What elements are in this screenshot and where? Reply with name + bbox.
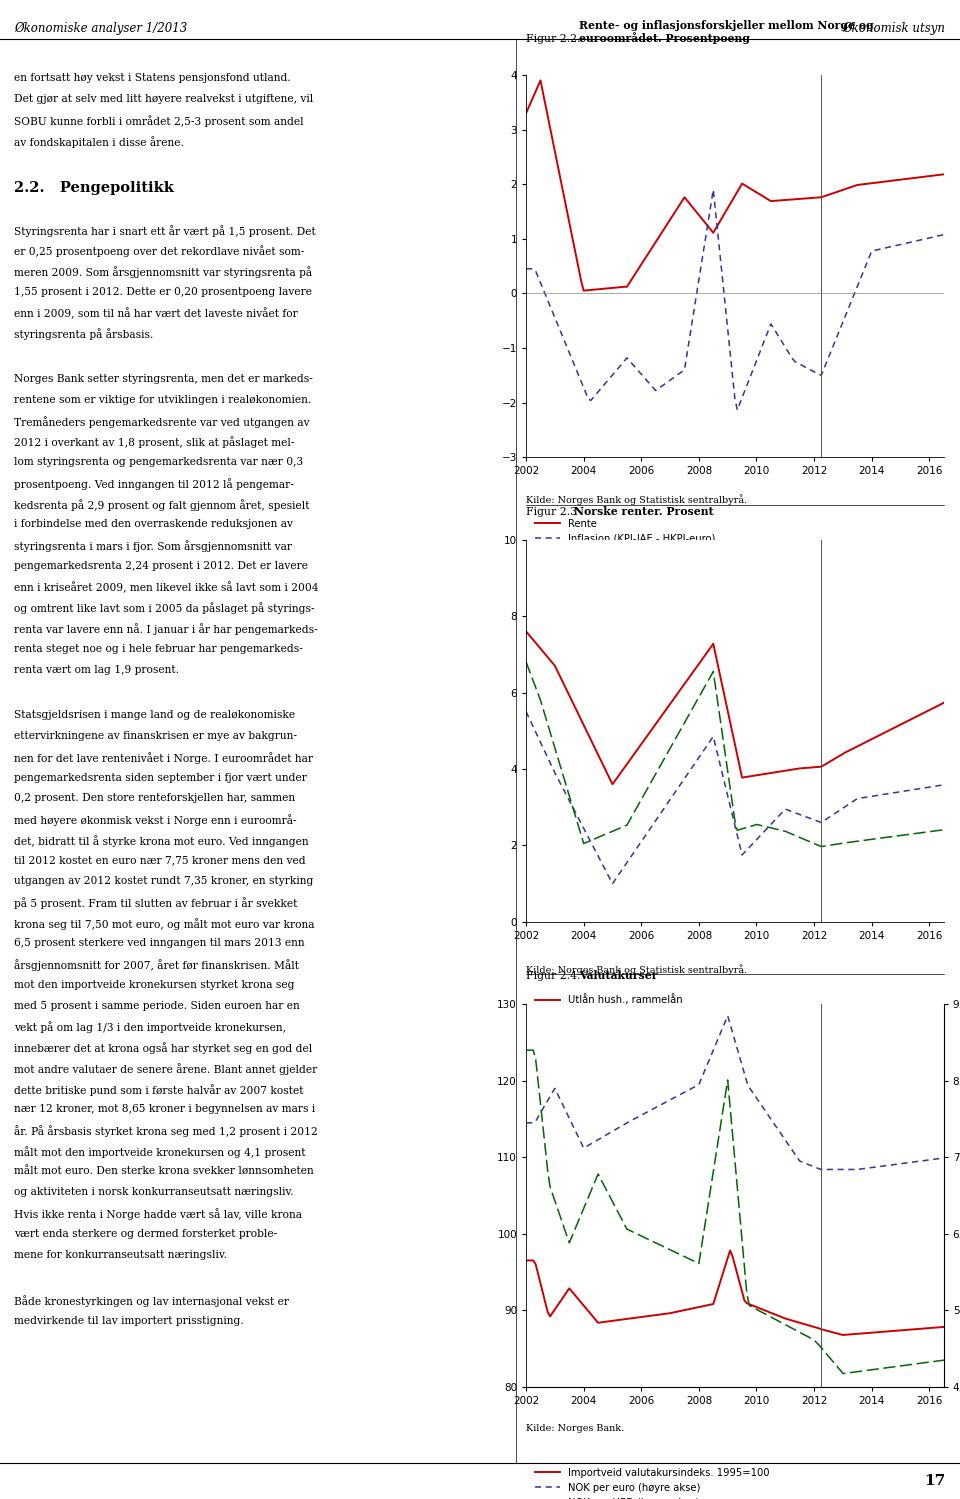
Text: en fortsatt høy vekst i Statens pensjonsfond utland.: en fortsatt høy vekst i Statens pensjons… bbox=[14, 73, 291, 84]
Text: meren 2009. Som årsgjennomsnitt var styringsrenta på: meren 2009. Som årsgjennomsnitt var styr… bbox=[14, 267, 313, 279]
Text: Figur 2.4.: Figur 2.4. bbox=[526, 971, 584, 982]
Text: medvirkende til lav importert prisstigning.: medvirkende til lav importert prisstigni… bbox=[14, 1316, 244, 1327]
Legend: Importveid valutakursindeks. 1995=100, NOK per euro (høyre akse), NOK per USD (h: Importveid valutakursindeks. 1995=100, N… bbox=[531, 1463, 774, 1499]
Text: mot andre valutaer de senere årene. Blant annet gjelder: mot andre valutaer de senere årene. Blan… bbox=[14, 1063, 318, 1075]
Text: 6,5 prosent sterkere ved inngangen til mars 2013 enn: 6,5 prosent sterkere ved inngangen til m… bbox=[14, 938, 305, 949]
Text: årsgjennomsnitt for 2007, året før finanskrisen. Målt: årsgjennomsnitt for 2007, året før finan… bbox=[14, 959, 300, 971]
Text: renta steget noe og i hele februar har pengemarkeds-: renta steget noe og i hele februar har p… bbox=[14, 645, 303, 654]
Text: kedsrenta på 2,9 prosent og falt gjennom året, spesielt: kedsrenta på 2,9 prosent og falt gjennom… bbox=[14, 499, 310, 511]
Text: målt mot den importveide kronekursen og 4,1 prosent: målt mot den importveide kronekursen og … bbox=[14, 1145, 306, 1157]
Text: Økonomiske analyser 1/2013: Økonomiske analyser 1/2013 bbox=[14, 22, 187, 34]
Text: i forbindelse med den overraskende reduksjonen av: i forbindelse med den overraskende reduk… bbox=[14, 520, 294, 529]
Text: Figur 2.2.: Figur 2.2. bbox=[526, 34, 584, 45]
Text: lom styringsrenta og pengemarkedsrenta var nær 0,3: lom styringsrenta og pengemarkedsrenta v… bbox=[14, 457, 303, 468]
Text: Statsgjeldsrisen i mange land og de realøkonomiske: Statsgjeldsrisen i mange land og de real… bbox=[14, 711, 296, 721]
Text: og aktiviteten i norsk konkurranseutsatt næringsliv.: og aktiviteten i norsk konkurranseutsatt… bbox=[14, 1187, 294, 1198]
Text: Rente- og inflasjonsforskjeller mellom Norge og
euroområdet. Prosentpoeng: Rente- og inflasjonsforskjeller mellom N… bbox=[579, 19, 874, 45]
Text: med 5 prosent i samme periode. Siden euroen har en: med 5 prosent i samme periode. Siden eur… bbox=[14, 1001, 300, 1010]
Text: Valutakurser: Valutakurser bbox=[579, 970, 658, 982]
Text: til 2012 kostet en euro nær 7,75 kroner mens den ved: til 2012 kostet en euro nær 7,75 kroner … bbox=[14, 856, 306, 865]
Text: prosentpoeng. Ved inngangen til 2012 lå pengemar-: prosentpoeng. Ved inngangen til 2012 lå … bbox=[14, 478, 295, 490]
Text: med høyere økonmisk vekst i Norge enn i euroområ-: med høyere økonmisk vekst i Norge enn i … bbox=[14, 814, 297, 826]
Text: nen for det lave rentenivået i Norge. I euroområdet har: nen for det lave rentenivået i Norge. I … bbox=[14, 752, 313, 763]
Text: vært enda sterkere og dermed forsterket proble-: vært enda sterkere og dermed forsterket … bbox=[14, 1229, 277, 1238]
Text: 2.2.   Pengepolitikk: 2.2. Pengepolitikk bbox=[14, 181, 175, 195]
Text: Kilde: Norges Bank og Statistisk sentralbyrå.: Kilde: Norges Bank og Statistisk sentral… bbox=[526, 495, 747, 505]
Text: renta var lavere enn nå. I januar i år har pengemarkeds-: renta var lavere enn nå. I januar i år h… bbox=[14, 624, 318, 636]
Text: av fondskapitalen i disse årene.: av fondskapitalen i disse årene. bbox=[14, 136, 184, 147]
Text: rentene som er viktige for utviklingen i realøkonomien.: rentene som er viktige for utviklingen i… bbox=[14, 396, 312, 405]
Text: er 0,25 prosentpoeng over det rekordlave nivået som-: er 0,25 prosentpoeng over det rekordlave… bbox=[14, 246, 304, 258]
Text: Hvis ikke renta i Norge hadde vært så lav, ville krona: Hvis ikke renta i Norge hadde vært så la… bbox=[14, 1208, 302, 1220]
Text: Tremåneders pengemarkedsrente var ved utgangen av: Tremåneders pengemarkedsrente var ved ut… bbox=[14, 415, 310, 427]
Text: Kilde: Norges Bank.: Kilde: Norges Bank. bbox=[526, 1424, 624, 1433]
Text: det, bidratt til å styrke krona mot euro. Ved inngangen: det, bidratt til å styrke krona mot euro… bbox=[14, 835, 309, 847]
Text: nær 12 kroner, mot 8,65 kroner i begynnelsen av mars i: nær 12 kroner, mot 8,65 kroner i begynne… bbox=[14, 1105, 316, 1114]
Text: 2012 i overkant av 1,8 prosent, slik at påslaget mel-: 2012 i overkant av 1,8 prosent, slik at … bbox=[14, 436, 295, 448]
Text: pengemarkedsrenta 2,24 prosent i 2012. Det er lavere: pengemarkedsrenta 2,24 prosent i 2012. D… bbox=[14, 561, 308, 571]
Text: Norske renter. Prosent: Norske renter. Prosent bbox=[574, 505, 713, 517]
Text: mene for konkurranseutsatt næringsliv.: mene for konkurranseutsatt næringsliv. bbox=[14, 1250, 228, 1259]
Text: styringsrenta i mars i fjor. Som årsgjennomsnitt var: styringsrenta i mars i fjor. Som årsgjen… bbox=[14, 540, 293, 552]
Text: Norges Bank setter styringsrenta, men det er markeds-: Norges Bank setter styringsrenta, men de… bbox=[14, 375, 313, 384]
Text: Kilde: Norges Bank og Statistisk sentralbyrå.: Kilde: Norges Bank og Statistisk sentral… bbox=[526, 964, 747, 974]
Text: dette britiske pund som i første halvår av 2007 kostet: dette britiske pund som i første halvår … bbox=[14, 1084, 304, 1096]
Legend: Rente, Inflasjon (KPI-JAE - HKPI-euro): Rente, Inflasjon (KPI-JAE - HKPI-euro) bbox=[531, 514, 719, 547]
Legend: Utlån hush., rammelån, Innskudd hush., banker, Pengemarked: Utlån hush., rammelån, Innskudd hush., b… bbox=[531, 991, 689, 1039]
Text: enn i 2009, som til nå har vært det laveste nivået for: enn i 2009, som til nå har vært det lave… bbox=[14, 307, 299, 319]
Text: på 5 prosent. Fram til slutten av februar i år svekket: på 5 prosent. Fram til slutten av februa… bbox=[14, 896, 298, 908]
Text: enn i kriseåret 2009, men likevel ikke så lavt som i 2004: enn i kriseåret 2009, men likevel ikke s… bbox=[14, 582, 319, 594]
Text: år. På årsbasis styrket krona seg med 1,2 prosent i 2012: år. På årsbasis styrket krona seg med 1,… bbox=[14, 1126, 318, 1138]
Text: Økonomisk utsyn: Økonomisk utsyn bbox=[843, 22, 946, 34]
Text: og omtrent like lavt som i 2005 da påslaget på styrings-: og omtrent like lavt som i 2005 da påsla… bbox=[14, 603, 315, 615]
Text: SOBU kunne forbli i området 2,5-3 prosent som andel: SOBU kunne forbli i området 2,5-3 prosen… bbox=[14, 115, 304, 127]
Text: Figur 2.3: Figur 2.3 bbox=[526, 507, 581, 517]
Text: innebærer det at krona også har styrket seg en god del: innebærer det at krona også har styrket … bbox=[14, 1042, 313, 1054]
Text: utgangen av 2012 kostet rundt 7,35 kroner, en styrking: utgangen av 2012 kostet rundt 7,35 krone… bbox=[14, 877, 314, 886]
Text: styringsrenta på årsbasis.: styringsrenta på årsbasis. bbox=[14, 328, 154, 340]
Text: 17: 17 bbox=[924, 1474, 946, 1489]
Text: renta vært om lag 1,9 prosent.: renta vært om lag 1,9 prosent. bbox=[14, 664, 180, 675]
Text: krona seg til 7,50 mot euro, og målt mot euro var krona: krona seg til 7,50 mot euro, og målt mot… bbox=[14, 917, 315, 929]
Text: målt mot euro. Den sterke krona svekker lønnsomheten: målt mot euro. Den sterke krona svekker … bbox=[14, 1166, 314, 1177]
Text: ettervirkningene av finanskrisen er mye av bakgrun-: ettervirkningene av finanskrisen er mye … bbox=[14, 732, 298, 741]
Text: Det gjør at selv med litt høyere realvekst i utgiftene, vil: Det gjør at selv med litt høyere realvek… bbox=[14, 94, 314, 105]
Text: vekt på om lag 1/3 i den importveide kronekursen,: vekt på om lag 1/3 i den importveide kro… bbox=[14, 1021, 286, 1033]
Text: Både kronestyrkingen og lav internasjonal vekst er: Både kronestyrkingen og lav internasjona… bbox=[14, 1295, 289, 1307]
Text: 0,2 prosent. Den store renteforskjellen har, sammen: 0,2 prosent. Den store renteforskjellen … bbox=[14, 793, 296, 803]
Text: pengemarkedsrenta siden september i fjor vært under: pengemarkedsrenta siden september i fjor… bbox=[14, 772, 307, 782]
Text: Styringsrenta har i snart ett år vært på 1,5 prosent. Det: Styringsrenta har i snart ett år vært på… bbox=[14, 225, 316, 237]
Text: 1,55 prosent i 2012. Dette er 0,20 prosentpoeng lavere: 1,55 prosent i 2012. Dette er 0,20 prose… bbox=[14, 288, 312, 297]
Text: mot den importveide kronekursen styrket krona seg: mot den importveide kronekursen styrket … bbox=[14, 980, 295, 989]
